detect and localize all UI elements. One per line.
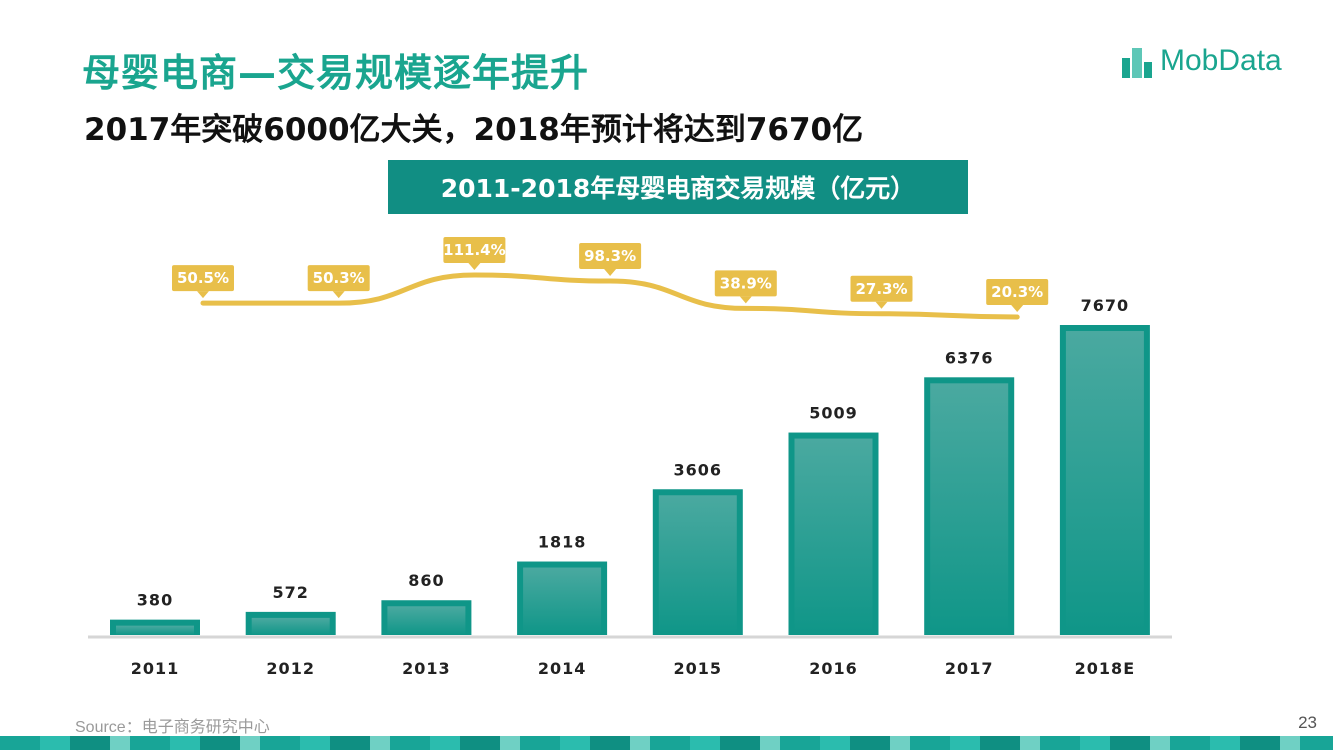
logo-text: MobData	[1160, 44, 1282, 77]
bottom-decorative-band	[0, 736, 1333, 750]
x-tick-label: 2018E	[1075, 659, 1135, 678]
rate-label-pointer	[1011, 305, 1024, 312]
bar-group	[245, 611, 336, 635]
bar-value-label: 860	[408, 571, 444, 590]
x-tick-label: 2011	[131, 659, 180, 678]
rate-label-pointer	[739, 296, 752, 304]
rate-label-pointer	[875, 301, 888, 309]
rate-label-pointer	[197, 291, 209, 299]
bar-inner	[794, 438, 873, 635]
rate-label-text: 20.3%	[991, 283, 1043, 301]
slide-title: 母婴电商—交易规模逐年提升	[82, 51, 590, 95]
bar-group	[110, 619, 200, 635]
source-note: Source：电子商务研究中心	[75, 719, 270, 736]
x-tick-label: 2013	[402, 659, 451, 678]
growth-rate-label: 50.5%	[172, 265, 234, 299]
market-size-chart: 380 2011 572 2012 860 2013 1818 2014 3606 2015 500…	[88, 237, 1172, 678]
rate-label-box	[307, 265, 370, 292]
bar-value-label: 3606	[674, 460, 723, 479]
bar-value-label: 5009	[809, 404, 858, 423]
bar-inner	[251, 617, 330, 635]
growth-rate-line	[200, 272, 1020, 320]
rate-label-text: 50.5%	[177, 269, 229, 287]
rate-label-text: 27.3%	[855, 280, 907, 298]
bar-inner	[387, 606, 466, 635]
building-logo-icon	[1122, 48, 1152, 78]
bar-group	[788, 432, 879, 635]
x-tick-label: 2014	[538, 659, 587, 678]
bar-inner	[116, 625, 194, 635]
rate-label-pointer	[332, 291, 345, 299]
bar-group	[517, 561, 608, 635]
rate-label-box	[714, 270, 777, 297]
rate-label-text: 50.3%	[313, 269, 365, 287]
page-number: 23	[1298, 713, 1317, 732]
bar-group	[1059, 325, 1150, 635]
rate-label-text: 38.9%	[720, 274, 772, 292]
rate-label-box	[579, 243, 642, 270]
rate-label-box	[443, 237, 506, 263]
rate-label-box	[850, 275, 913, 302]
mobdata-logo: MobData	[1120, 40, 1282, 82]
growth-rate-label: 111.4%	[443, 237, 506, 270]
bar-value-label: 6376	[945, 348, 994, 367]
growth-rate-label: 38.9%	[714, 270, 777, 304]
rate-label-text: 111.4%	[443, 241, 505, 259]
x-tick-label: 2015	[674, 659, 723, 678]
bar-value-label: 572	[272, 583, 308, 602]
x-tick-label: 2016	[809, 659, 858, 678]
bar-value-label: 380	[137, 591, 173, 610]
x-tick-label: 2017	[945, 659, 994, 678]
bar-inner	[930, 383, 1009, 635]
bar-inner	[523, 567, 602, 635]
growth-rate-label: 98.3%	[579, 243, 642, 277]
rate-label-box	[172, 265, 234, 292]
bar-group	[381, 600, 472, 635]
rate-label-box	[986, 279, 1049, 305]
chart-title: 2011-2018年母婴电商交易规模（亿元）	[388, 160, 968, 214]
bar-value-label: 1818	[538, 533, 587, 552]
growth-rate-label: 20.3%	[986, 279, 1049, 312]
x-tick-label: 2012	[266, 659, 315, 678]
bar-inner	[658, 495, 737, 635]
slide-subtitle: 2017年突破6000亿大关，2018年预计将达到7670亿	[84, 112, 864, 148]
rate-label-text: 98.3%	[584, 247, 636, 265]
rate-label-pointer	[604, 269, 617, 277]
bar-value-label: 7670	[1081, 296, 1130, 315]
growth-rate-label: 27.3%	[850, 275, 913, 309]
bar-group	[924, 377, 1015, 635]
bar-group	[652, 489, 743, 635]
bar-inner	[1065, 331, 1144, 635]
growth-rate-label: 50.3%	[307, 265, 370, 299]
rate-label-pointer	[468, 263, 481, 270]
